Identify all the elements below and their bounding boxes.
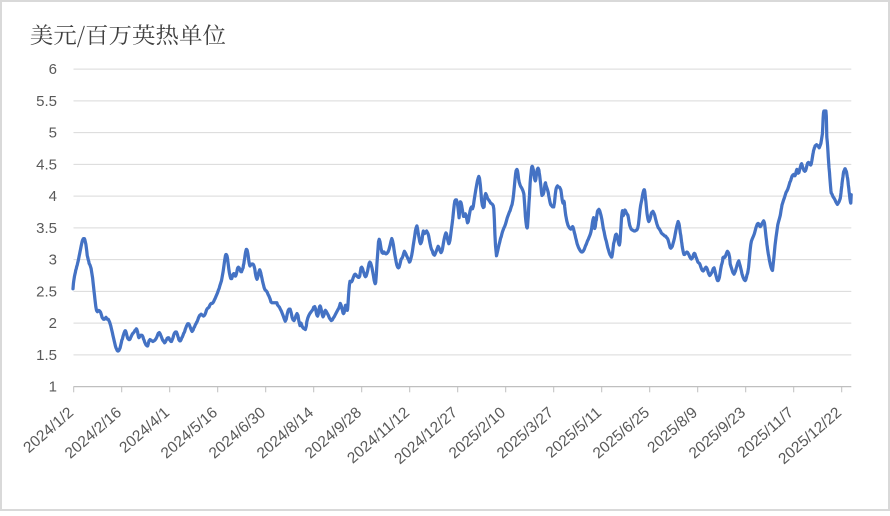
svg-text:4: 4 xyxy=(49,188,57,205)
svg-text:3: 3 xyxy=(49,252,57,269)
svg-text:1.5: 1.5 xyxy=(36,347,57,364)
svg-text:1: 1 xyxy=(49,379,57,396)
svg-text:5.5: 5.5 xyxy=(36,93,57,110)
svg-text:5: 5 xyxy=(49,125,57,142)
svg-text:2: 2 xyxy=(49,315,57,332)
svg-text:4.5: 4.5 xyxy=(36,156,57,173)
svg-text:2.5: 2.5 xyxy=(36,283,57,300)
svg-text:3.5: 3.5 xyxy=(36,220,57,237)
svg-text:6: 6 xyxy=(49,61,57,78)
